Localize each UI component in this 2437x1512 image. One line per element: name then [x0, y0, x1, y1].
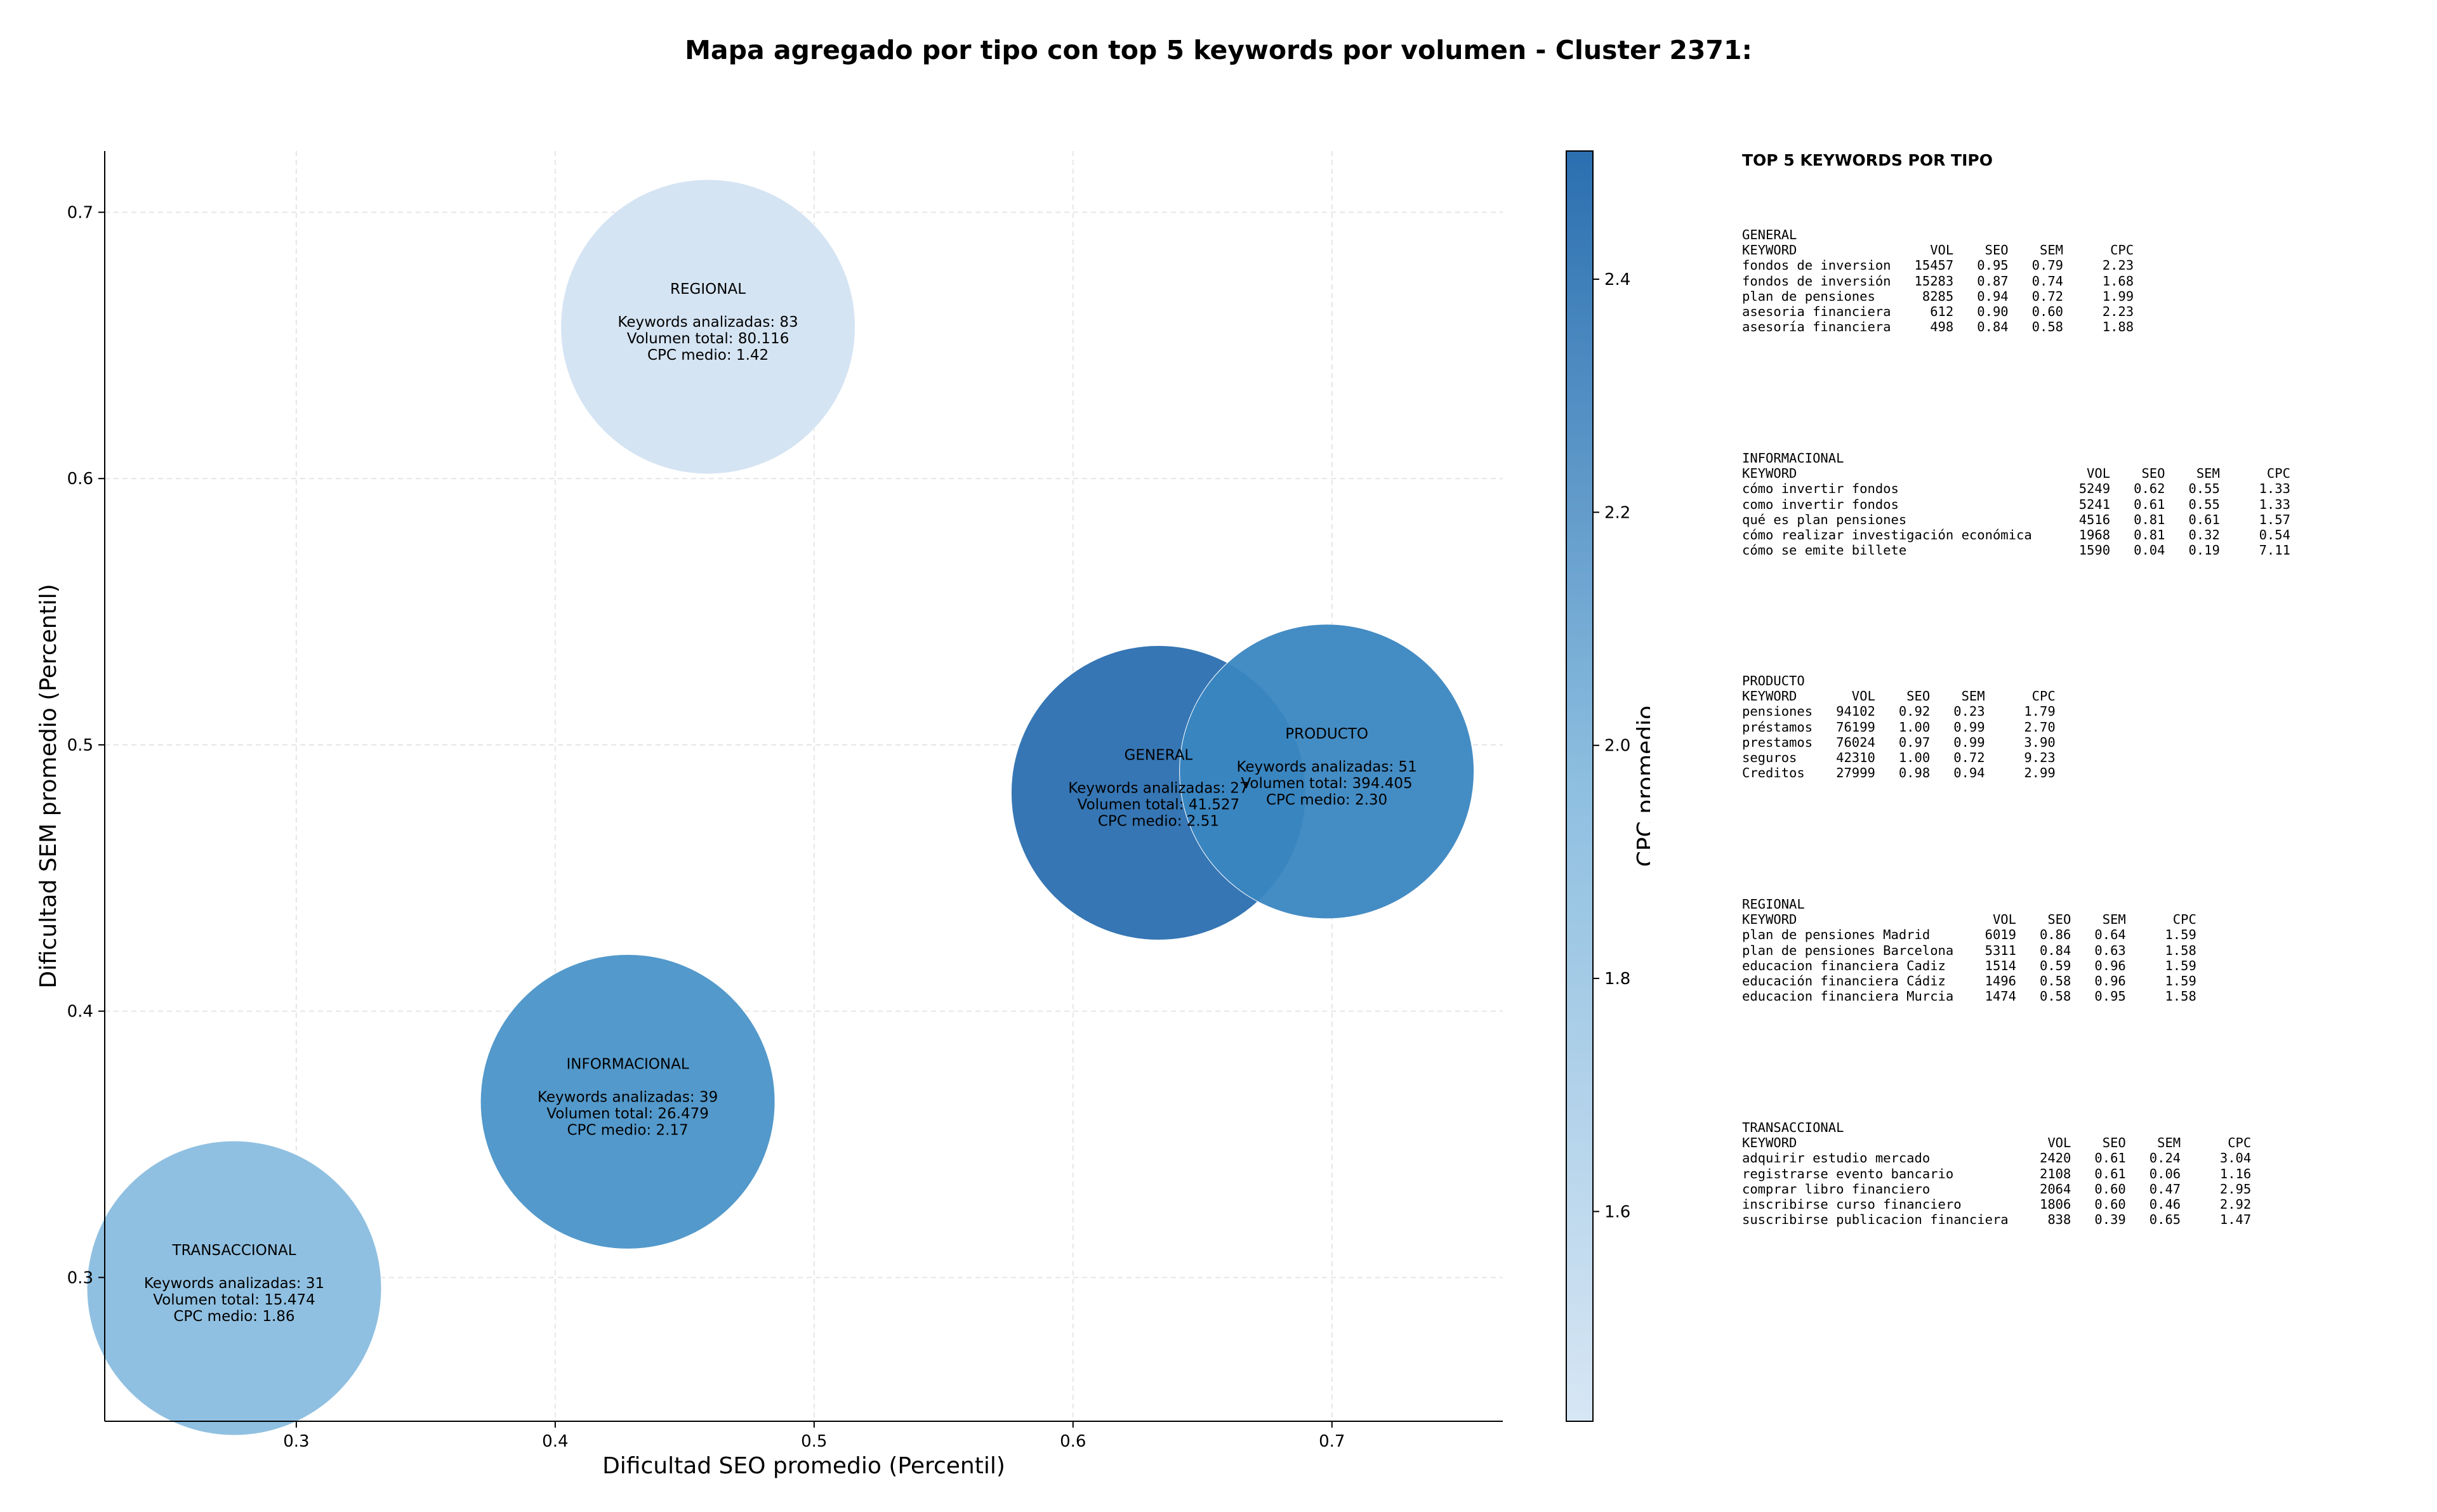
keyword-table-heading: TRANSACCIONAL	[1742, 1120, 1844, 1135]
keyword-table-row: comprar libro financiero 2064 0.60 0.47 …	[1742, 1181, 2252, 1197]
bubble-producto	[1179, 624, 1475, 919]
keyword-table-row: fondos de inversión 15283 0.87 0.74 1.68	[1742, 273, 2134, 289]
keyword-table-row: prestamos 76024 0.97 0.99 3.90	[1742, 734, 2056, 750]
keyword-table-header: KEYWORD VOL SEO SEM CPC	[1742, 466, 2290, 482]
bubble-label-informacional: INFORMACIONAL	[566, 1056, 689, 1072]
keyword-table-row: cómo invertir fondos 5249 0.62 0.55 1.33	[1742, 481, 2290, 497]
x-tick-label: 0.6	[1060, 1432, 1086, 1451]
bubble-label-producto: CPC medio: 2.30	[1266, 792, 1387, 808]
keyword-table-heading: PRODUCTO	[1742, 673, 1805, 688]
keyword-table-producto: PRODUCTO KEYWORD VOL SEO SEM CPC pensiones…	[1742, 673, 2056, 780]
bubble-label-general: Keywords analizadas: 27	[1068, 780, 1248, 796]
colorbar-tick-label: 2.2	[1604, 503, 1630, 522]
y-axis-label: Dificultad SEM promedio (Percentil)	[36, 584, 62, 989]
colorbar: 1.6 1.8 2.0 2.2 2.4 CPC promedio	[1566, 150, 1650, 1422]
keyword-table-general: GENERAL KEYWORD VOL SEO SEM CPC fondos de …	[1742, 227, 2134, 334]
keyword-table-row: plan de pensiones Barcelona 5311 0.84 0.…	[1742, 942, 2196, 958]
keyword-table-header: KEYWORD VOL SEO SEM CPC	[1742, 1135, 2252, 1151]
bubble-regional	[560, 179, 856, 475]
colorbar-tick-label: 2.4	[1604, 270, 1630, 289]
x-tick-label: 0.4	[542, 1432, 568, 1451]
bubble-label-regional: Volumen total: 80.116	[627, 331, 789, 347]
bubble-label-informacional: CPC medio: 2.17	[567, 1122, 688, 1138]
bubble-label-general: GENERAL	[1125, 747, 1193, 763]
keyword-table-row: educacion financiera Cadiz 1514 0.59 0.9…	[1742, 957, 2196, 973]
keyword-table-row: pensiones 94102 0.92 0.23 1.79	[1742, 704, 2056, 720]
keyword-table-heading: GENERAL	[1742, 227, 1797, 242]
bubble-informacional	[480, 954, 776, 1249]
bubble-chart: Dificultad SEO promedio (Percentil) Dific…	[36, 150, 1650, 1479]
x-tick-label: 0.5	[801, 1432, 827, 1451]
y-tick-label: 0.5	[67, 736, 93, 755]
y-tick-label: 0.4	[67, 1003, 93, 1022]
axes: Dificultad SEO promedio (Percentil) Dific…	[36, 151, 1503, 1479]
y-tick-label: 0.6	[67, 470, 93, 489]
keyword-table-row: inscribirse curso financiero 1806 0.60 0…	[1742, 1197, 2252, 1213]
keyword-table-row: asesoría financiera 498 0.84 0.58 1.88	[1742, 319, 2134, 335]
keyword-table-row: qué es plan pensiones 4516 0.81 0.61 1.5…	[1742, 511, 2290, 527]
bubble-label-general: CPC medio: 2.51	[1098, 813, 1219, 829]
keyword-table-header: KEYWORD VOL SEO SEM CPC	[1742, 688, 2056, 704]
bubble-label-informacional: Keywords analizadas: 39	[538, 1089, 718, 1105]
keyword-table-row: educación financiera Cádiz 1496 0.58 0.9…	[1742, 973, 2196, 989]
colorbar-tick-label: 1.6	[1604, 1202, 1630, 1221]
keyword-table-row: plan de pensiones Madrid 6019 0.86 0.64 …	[1742, 927, 2196, 943]
chart-title: Mapa agregado por tipo con top 5 keyword…	[685, 35, 1752, 65]
colorbar-tick-label: 2.0	[1604, 737, 1630, 756]
keyword-table-informacional: INFORMACIONAL KEYWORD VOL SEO SEM CPC cómo…	[1742, 450, 2290, 558]
colorbar-gradient	[1566, 150, 1594, 1422]
keyword-panel: TOP 5 KEYWORDS POR TIPO GENERAL KEYWORD V…	[1742, 151, 2427, 1227]
bubble-label-regional: REGIONAL	[670, 281, 746, 298]
keyword-table-row: seguros 42310 1.00 0.72 9.23	[1742, 750, 2056, 766]
tick-labels: 0.3 0.4 0.5 0.6 0.7 0.3 0.4 0.5 0.6 0.7	[67, 204, 1345, 1451]
keyword-table-row: Creditos 27999 0.98 0.94 2.99	[1742, 765, 2056, 781]
keyword-table-row: adquirir estudio mercado 2420 0.61 0.24 …	[1742, 1150, 2252, 1166]
bubble-transaccional	[86, 1140, 382, 1436]
bubble-label-producto: Volumen total: 394.405	[1241, 775, 1412, 792]
colorbar-label: CPC promedio	[1633, 706, 1650, 867]
keyword-table-row: suscribirse publicacion financiera 838 0…	[1742, 1212, 2252, 1228]
bubble-label-producto: PRODUCTO	[1285, 726, 1368, 742]
keyword-table-row: cómo se emite billete 1590 0.04 0.19 7.1…	[1742, 542, 2290, 558]
y-tick-label: 0.7	[67, 204, 93, 223]
keyword-table-row: educacion financiera Murcia 1474 0.58 0.…	[1742, 989, 2196, 1004]
keyword-table-row: como invertir fondos 5241 0.61 0.55 1.33	[1742, 496, 2290, 512]
x-tick-label: 0.7	[1319, 1432, 1345, 1451]
y-tick-label: 0.3	[67, 1268, 93, 1287]
bubble-label-general: Volumen total: 41.527	[1078, 796, 1240, 813]
bubble-label-regional: Keywords analizadas: 83	[618, 314, 798, 331]
keyword-table-header: KEYWORD VOL SEO SEM CPC	[1742, 912, 2196, 928]
keyword-table-row: asesoria financiera 612 0.90 0.60 2.23	[1742, 304, 2134, 320]
keyword-table-row: préstamos 76199 1.00 0.99 2.70	[1742, 719, 2056, 735]
keyword-panel-title: TOP 5 KEYWORDS POR TIPO	[1742, 151, 1993, 169]
bubble-label-informacional: Volumen total: 26.479	[546, 1105, 709, 1122]
bubbles	[86, 179, 1475, 1436]
x-axis-label: Dificultad SEO promedio (Percentil)	[602, 1453, 1005, 1479]
bubble-label-transaccional: TRANSACCIONAL	[171, 1242, 296, 1259]
bubble-label-transaccional: Volumen total: 15.474	[153, 1292, 315, 1308]
bubble-label-transaccional: Keywords analizadas: 31	[144, 1275, 324, 1292]
bubble-label-transaccional: CPC medio: 1.86	[173, 1308, 294, 1325]
keyword-table-transaccional: TRANSACCIONAL KEYWORD VOL SEO SEM CPC adqu…	[1742, 1120, 2251, 1227]
keyword-table-row: registrarse evento bancario 2108 0.61 0.…	[1742, 1166, 2252, 1181]
keyword-table-regional: REGIONAL KEYWORD VOL SEO SEM CPC plan de p…	[1742, 897, 2196, 1004]
bubble-label-producto: Keywords analizadas: 51	[1236, 759, 1417, 775]
keyword-table-row: cómo realizar investigación económica 19…	[1742, 527, 2290, 543]
x-tick-label: 0.3	[283, 1432, 309, 1451]
keyword-table-heading: REGIONAL	[1742, 897, 1805, 912]
keyword-table-heading: INFORMACIONAL	[1742, 450, 1844, 466]
keyword-table-header: KEYWORD VOL SEO SEM CPC	[1742, 242, 2134, 258]
colorbar-tick-label: 1.8	[1604, 970, 1630, 989]
keyword-table-row: plan de pensiones 8285 0.94 0.72 1.99	[1742, 288, 2134, 304]
keyword-table-row: fondos de inversion 15457 0.95 0.79 2.23	[1742, 258, 2134, 273]
bubble-label-regional: CPC medio: 1.42	[647, 347, 769, 364]
